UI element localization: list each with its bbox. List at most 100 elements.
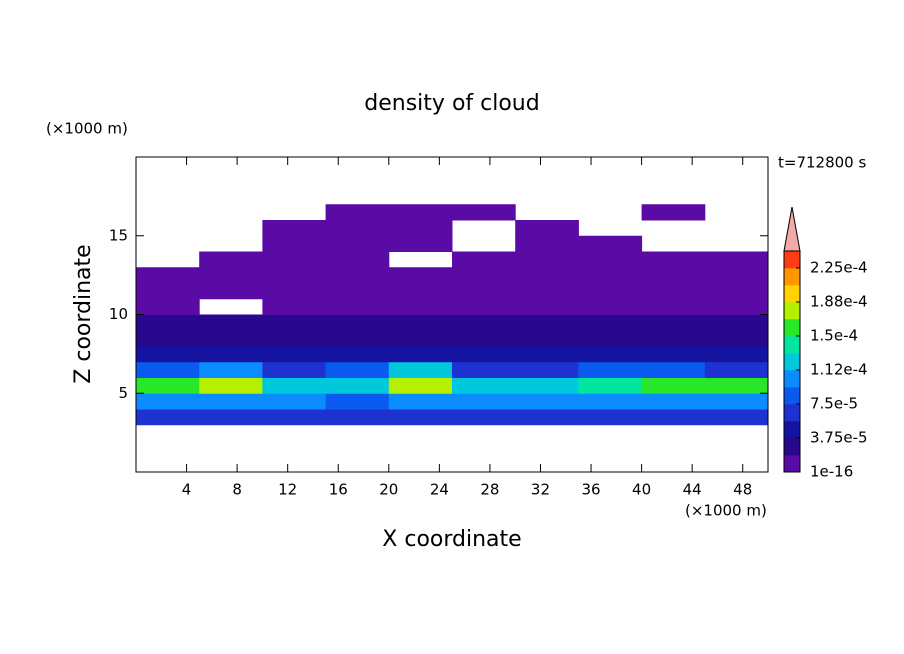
field-cell: [388, 330, 453, 347]
field-cell: [704, 283, 769, 300]
colorbar-tick-label: 3.75e-5: [810, 429, 868, 447]
field-cell: [452, 204, 516, 221]
field-cell: [578, 235, 643, 252]
x-tick-label: 44: [683, 481, 702, 499]
field-cell: [578, 346, 643, 363]
field-cell: [704, 361, 769, 378]
field-cell: [704, 330, 769, 347]
field-cell: [515, 251, 579, 268]
field-cell: [515, 330, 579, 347]
field-cell: [262, 220, 327, 237]
x-tick-label: 32: [531, 481, 550, 499]
x-tick-label: 8: [232, 481, 242, 499]
field-cell: [388, 393, 453, 410]
field-cell: [262, 393, 327, 410]
field-cell: [452, 283, 516, 300]
field-cell: [199, 361, 263, 378]
x-tick-label: 40: [632, 481, 651, 499]
field-cell: [515, 283, 579, 300]
field-cell: [515, 393, 579, 410]
field-cell: [325, 220, 390, 237]
field-cell: [452, 267, 516, 284]
field-cell: [704, 393, 769, 410]
field-cell: [262, 283, 327, 300]
field-cell: [388, 346, 453, 363]
field-cell: [452, 346, 516, 363]
x-axis-label: X coordinate: [382, 527, 521, 552]
field-cell: [388, 204, 453, 221]
field-cell: [325, 393, 390, 410]
field-cell: [641, 283, 706, 300]
field-cell: [578, 314, 643, 331]
field-cell: [578, 393, 643, 410]
field-cell: [452, 409, 516, 426]
colorbar-band: [784, 421, 800, 439]
field-cell: [136, 267, 200, 284]
field-cell: [515, 346, 579, 363]
field-cell: [136, 409, 200, 426]
field-cell: [578, 267, 643, 284]
x-tick-label: 12: [278, 481, 297, 499]
field-cell: [325, 314, 390, 331]
field-cell: [199, 377, 263, 394]
field-cell: [136, 377, 200, 394]
field-cell: [199, 409, 263, 426]
field-cell: [452, 393, 516, 410]
field-cell: [325, 267, 390, 284]
field-cell: [578, 251, 643, 268]
field-cell: [515, 314, 579, 331]
field-cell: [136, 346, 200, 363]
colorbar-band: [784, 268, 800, 286]
colorbar-tick-label: 1.5e-4: [810, 327, 858, 345]
field-cell: [262, 235, 327, 252]
field-cell: [641, 361, 706, 378]
field-cell: [452, 377, 516, 394]
x-tick-label: 16: [329, 481, 348, 499]
field-cell: [325, 283, 390, 300]
colorbar-frame: [783, 250, 801, 473]
x-units: (×1000 m): [685, 502, 767, 520]
field-cell: [515, 235, 579, 252]
field-cell: [136, 283, 200, 300]
field-cell: [262, 409, 327, 426]
colorbar-band: [784, 387, 800, 405]
field-cell: [325, 377, 390, 394]
field-cell: [136, 393, 200, 410]
colorbar-tick-label: 1e-16: [810, 463, 853, 481]
field-cell: [199, 330, 263, 347]
colorbar-band: [784, 438, 800, 456]
field-cell: [199, 314, 263, 331]
field-cell: [262, 346, 327, 363]
field-cell: [262, 330, 327, 347]
y-axis-label: Z coordinate: [71, 244, 96, 383]
field-cell: [136, 330, 200, 347]
field-cell: [641, 267, 706, 284]
field-cell: [388, 267, 453, 284]
field-cell: [325, 346, 390, 363]
field-cell: [641, 377, 706, 394]
field-cell: [136, 314, 200, 331]
field-cell: [262, 361, 327, 378]
field-cell: [452, 361, 516, 378]
field-cell: [199, 251, 263, 268]
field-cell: [325, 361, 390, 378]
field-cell: [641, 346, 706, 363]
field-cell: [515, 267, 579, 284]
colorbar-band: [784, 302, 800, 320]
field-cell: [641, 314, 706, 331]
field-cell: [704, 267, 769, 284]
field-cell: [452, 314, 516, 331]
field-cell: [325, 330, 390, 347]
chart-title: density of cloud: [364, 91, 539, 116]
x-tick-label: 28: [480, 481, 499, 499]
y-tick-label: 5: [118, 384, 128, 402]
field-cell: [704, 409, 769, 426]
field-cell: [325, 251, 390, 268]
field-cell: [199, 393, 263, 410]
colorbar-tick-label: 1.12e-4: [810, 361, 868, 379]
field-cell: [452, 330, 516, 347]
field-cell: [641, 409, 706, 426]
colorbar-band: [784, 251, 800, 269]
field-cell: [578, 377, 643, 394]
